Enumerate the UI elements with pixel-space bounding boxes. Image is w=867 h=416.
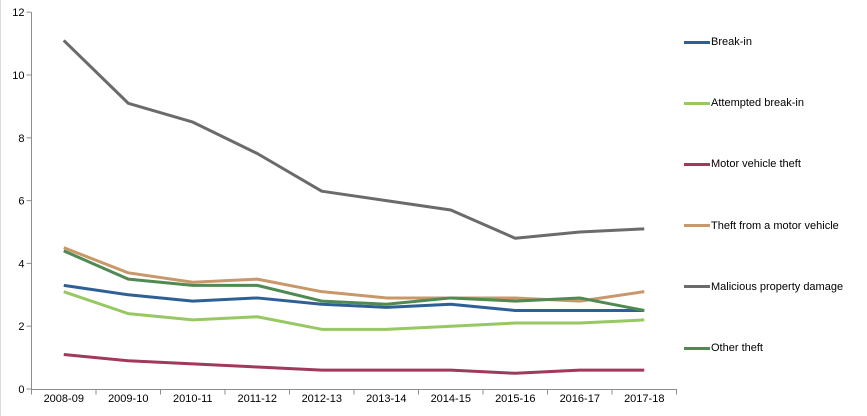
x-axis-category-label: 2013-14 <box>366 393 406 405</box>
x-axis-category-label: 2016-17 <box>560 393 600 405</box>
x-axis-category-label: 2010-11 <box>173 393 213 405</box>
y-axis-tick-label: 6 <box>18 196 24 208</box>
y-axis-tick-label: 12 <box>12 7 24 19</box>
x-axis-category-label: 2008-09 <box>44 393 84 405</box>
x-axis-category-label: 2011-12 <box>237 393 277 405</box>
series-line-break-in <box>63 283 645 312</box>
y-axis-tick-label: 4 <box>18 258 24 270</box>
series-line-theft-from-a-motor-vehicle <box>63 246 645 303</box>
x-axis-category-label: 2017-18 <box>624 393 664 405</box>
series-line-other-theft <box>63 249 645 312</box>
y-axis-tick-label: 2 <box>18 321 24 333</box>
x-axis-category-label: 2009-10 <box>108 393 148 405</box>
y-axis-tick-label: 0 <box>18 384 24 396</box>
x-axis-category-label: 2012-13 <box>302 393 342 405</box>
y-axis-tick-label: 10 <box>12 70 24 82</box>
series-line-malicious-property-damage <box>62 39 645 240</box>
series-line-attempted-break-in <box>63 290 645 331</box>
series-line-motor-vehicle-theft <box>63 352 645 375</box>
x-axis-category-label: 2014-15 <box>431 393 471 405</box>
y-axis-tick-label: 8 <box>18 133 24 145</box>
x-axis-category-label: 2015-16 <box>495 393 535 405</box>
